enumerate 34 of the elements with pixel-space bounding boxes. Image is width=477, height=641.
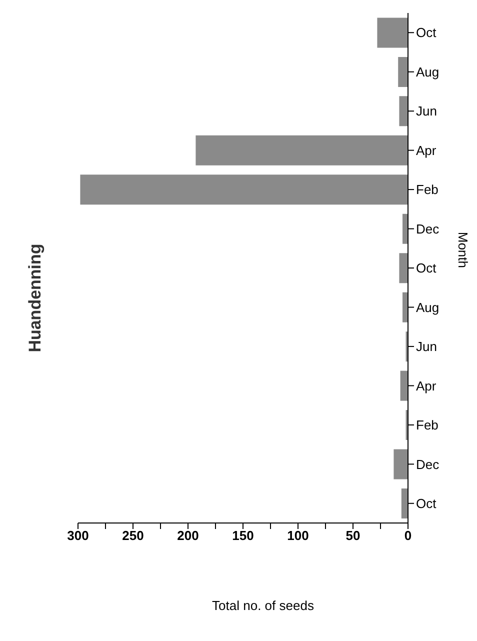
bar	[399, 253, 408, 284]
y-tick-label: Feb	[416, 182, 438, 198]
bar	[402, 214, 408, 244]
x-tick-label: 0	[404, 528, 412, 544]
y-tick-label: Apr	[416, 142, 437, 158]
x-tick-label: 100	[287, 528, 309, 544]
bar	[401, 488, 408, 518]
y-tick-label: Feb	[416, 418, 438, 433]
x-tick-label: 300	[67, 528, 89, 544]
y-tick-label: Dec	[416, 456, 440, 472]
y-tick-label: Aug	[416, 64, 440, 80]
y-tick-label: Jun	[416, 104, 437, 119]
x-tick-label: 200	[177, 528, 199, 544]
y-tick-label: Dec	[416, 221, 440, 236]
y-tick-label: Oct	[416, 496, 437, 511]
x-axis-title: Total no. of seeds	[211, 598, 315, 613]
bar	[402, 292, 408, 322]
y-tick-label: Aug	[416, 300, 440, 315]
bar	[80, 174, 408, 205]
bar	[394, 449, 408, 480]
y-tick-label: Jun	[416, 339, 437, 354]
bar	[398, 56, 408, 87]
y-tick-label: Oct	[416, 260, 437, 276]
y-tick-label: Apr	[416, 378, 437, 394]
bar	[400, 370, 408, 401]
bar	[399, 96, 408, 126]
x-tick-label: 250	[122, 528, 144, 544]
text: Huandenning	[25, 244, 46, 352]
y-axis-title: Month	[455, 232, 470, 268]
x-tick-label: 150	[232, 528, 254, 544]
bar	[377, 18, 408, 48]
bar	[196, 135, 408, 166]
y-tick-label: Oct	[416, 25, 437, 40]
x-tick-label: 50	[346, 528, 360, 544]
